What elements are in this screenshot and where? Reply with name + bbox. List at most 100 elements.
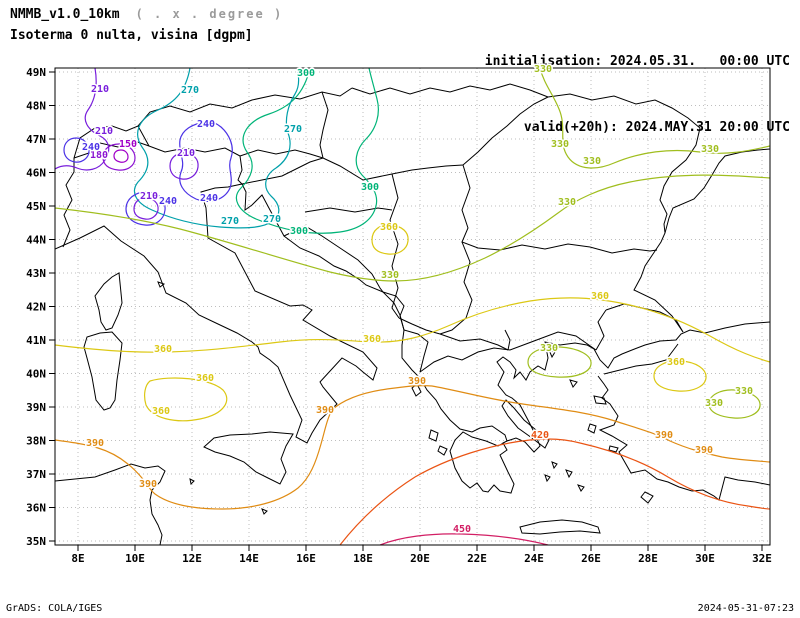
contour-330-northeast — [539, 68, 770, 169]
island-thasos — [548, 349, 556, 359]
contour-label: 210 — [95, 126, 113, 137]
contour-label: 390 — [408, 376, 426, 387]
contour-label: 180 — [90, 150, 108, 161]
coastline-peloponnese — [449, 431, 515, 494]
contour-label: 270 — [284, 124, 302, 135]
island-rhodes — [640, 491, 654, 504]
contour-label: 240 — [197, 119, 215, 130]
border-romania-ne — [547, 93, 701, 234]
contour-label: 390 — [139, 479, 157, 490]
lat-tick-label: 49N — [26, 66, 46, 79]
lon-tick-label: 8E — [71, 552, 84, 565]
lat-tick-label: 46N — [26, 167, 46, 180]
contour-label: 270 — [181, 85, 199, 96]
model-title-line: NMMB_v1.0_10km ( . x . degree ) — [10, 7, 283, 22]
contour-300-loop — [235, 68, 379, 234]
contour-210-blob-b — [133, 197, 159, 220]
contour-270-loop — [133, 68, 300, 229]
border-gr-tr-evros — [595, 309, 607, 351]
border-mk-east — [504, 329, 511, 351]
island-pantelleria — [189, 478, 195, 486]
island-cyclades-4 — [577, 484, 585, 492]
contour-label: 300 — [297, 68, 315, 79]
contour-390-main — [55, 385, 770, 510]
lat-tick-label: 40N — [26, 368, 46, 381]
border-ro-bg-danube — [461, 164, 658, 254]
border-si-hu — [239, 149, 324, 159]
island-cyclades-1 — [551, 461, 558, 470]
model-title: NMMB_v1.0_10km — [10, 7, 120, 22]
island-euboea — [501, 399, 550, 449]
border-layer — [62, 83, 701, 373]
contour-label: 390 — [655, 430, 673, 441]
lon-tick-label: 28E — [638, 552, 658, 565]
border-mk-north — [439, 333, 509, 351]
lat-tick-label: 42N — [26, 301, 46, 314]
tick-layer — [49, 71, 763, 551]
contour-label: 240 — [200, 193, 218, 204]
contour-360-turkey-ring — [653, 360, 707, 392]
contour-label: 450 — [453, 524, 471, 535]
border-cz-at-north — [137, 87, 353, 127]
coastline-turkey-aegean — [597, 375, 770, 501]
valid-time-label: valid(+20h): 2024.MAY.31 20:00 UTC — [523, 120, 790, 136]
coastline-blacksea-west — [633, 148, 770, 333]
contour-360-main — [55, 297, 770, 363]
lat-tick-label: 43N — [26, 267, 46, 280]
contour-label: 300 — [361, 182, 379, 193]
contour-label: 240 — [159, 196, 177, 207]
axis-label-layer: 8E 10E 12E 14E 16E 18E 20E 22E 24E 26E 28E 30E 32E 49… — [26, 66, 772, 565]
lat-tick-label: 36N — [26, 502, 46, 515]
contour-label: 390 — [86, 438, 104, 449]
island-sardinia — [83, 331, 123, 411]
lon-tick-label: 18E — [353, 552, 373, 565]
border-fr-it — [62, 158, 75, 248]
lon-tick-label: 10E — [125, 552, 145, 565]
lon-tick-label: 24E — [524, 552, 544, 565]
island-limnos — [569, 379, 578, 388]
lon-tick-label: 32E — [752, 552, 772, 565]
contour-layer — [55, 68, 770, 545]
plot-subtitle: Isoterma 0 nulta, visina [dgpm] — [10, 28, 253, 43]
contour-label: 210 — [91, 84, 109, 95]
lon-tick-label: 20E — [410, 552, 430, 565]
island-kefalonia — [428, 429, 439, 442]
island-sicily — [203, 431, 294, 485]
contour-label: 210 — [140, 191, 158, 202]
island-lesbos — [593, 395, 607, 405]
contour-label: 360 — [591, 291, 609, 302]
lat-tick-label: 47N — [26, 133, 46, 146]
border-me-al — [382, 291, 429, 373]
contour-label: 390 — [316, 405, 334, 416]
contour-label: 360 — [380, 222, 398, 233]
contour-label: 360 — [667, 357, 685, 368]
lat-tick-label: 41N — [26, 334, 46, 347]
init-time-label: initialisation: 2024.05.31. 00:00 UTC — [484, 54, 790, 70]
border-ch-it-at-si — [73, 139, 243, 185]
border-hu-south — [322, 157, 464, 181]
lon-tick-label: 22E — [467, 552, 487, 565]
contour-label: 420 — [531, 430, 549, 441]
border-rs-bg — [439, 241, 473, 335]
lon-tick-label: 12E — [182, 552, 202, 565]
contour-210-blob-a — [169, 152, 199, 180]
border-bg-tr — [605, 303, 684, 333]
contour-label: 330 — [735, 386, 753, 397]
contour-240-ring — [125, 191, 166, 226]
contour-label: 360 — [363, 334, 381, 345]
island-chios — [587, 423, 597, 434]
lon-tick-label: 14E — [239, 552, 259, 565]
island-cyclades-2 — [565, 469, 573, 479]
border-at-hu — [319, 91, 329, 159]
coastline-marmara-south — [603, 343, 679, 375]
contour-label: 330 — [540, 343, 558, 354]
creation-timestamp: 2024-05-31-07:23 — [697, 603, 794, 614]
contour-330-turkey-ring — [708, 389, 761, 419]
island-zakynthos — [437, 445, 448, 456]
contour-360-pannonia-ring — [371, 224, 409, 255]
coastline-tunisia — [55, 463, 166, 545]
contour-label: 270 — [263, 214, 281, 225]
island-elba — [157, 281, 166, 288]
border-hu-ro — [462, 96, 549, 166]
